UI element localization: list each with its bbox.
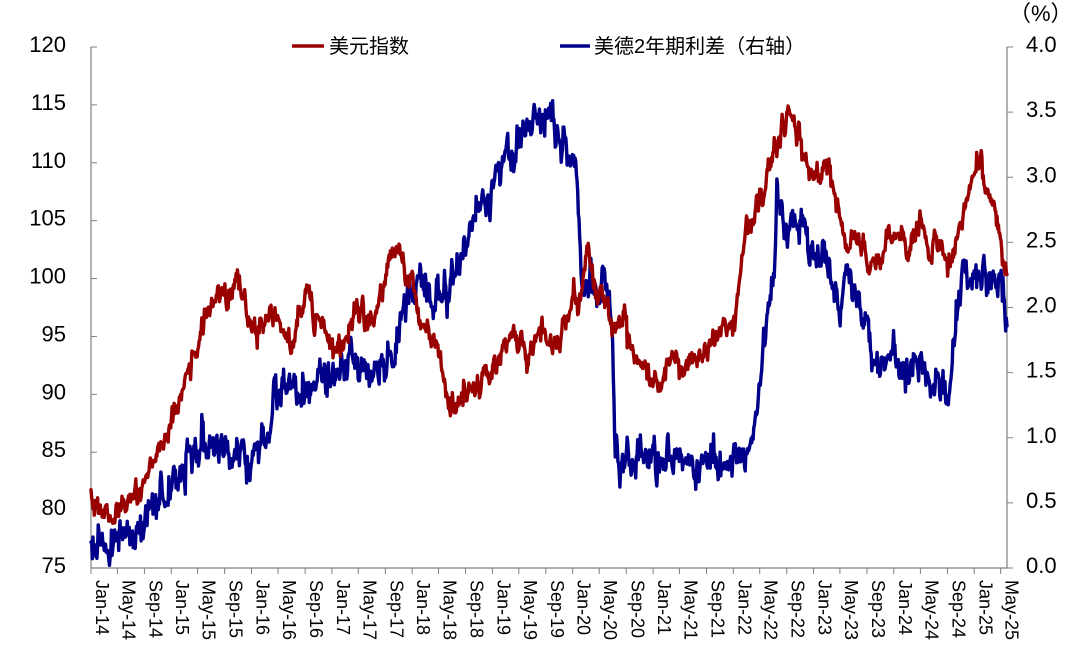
svg-text:Sep-19: Sep-19 [547, 580, 567, 638]
svg-text:Sep-16: Sep-16 [306, 580, 326, 638]
svg-text:May-15: May-15 [199, 580, 219, 640]
svg-text:Jan-23: Jan-23 [815, 580, 835, 635]
svg-text:110: 110 [31, 148, 66, 173]
svg-text:Sep-14: Sep-14 [145, 580, 165, 638]
svg-text:Sep-24: Sep-24 [948, 580, 968, 638]
svg-text:May-20: May-20 [600, 580, 620, 640]
svg-text:Jan-24: Jan-24 [895, 580, 915, 635]
svg-text:75: 75 [42, 553, 66, 578]
svg-text:Sep-23: Sep-23 [868, 580, 888, 638]
svg-text:May-21: May-21 [680, 580, 700, 640]
svg-text:Jan-25: Jan-25 [975, 580, 995, 635]
svg-text:90: 90 [42, 379, 66, 404]
svg-text:100: 100 [29, 264, 66, 289]
svg-text:115: 115 [31, 90, 66, 115]
svg-text:2.0: 2.0 [1026, 293, 1057, 318]
svg-text:3.0: 3.0 [1026, 162, 1057, 187]
svg-text:May-24: May-24 [921, 580, 941, 640]
svg-text:Sep-18: Sep-18 [467, 580, 487, 638]
svg-text:0.0: 0.0 [1026, 553, 1057, 578]
svg-text:Sep-20: Sep-20 [627, 580, 647, 638]
svg-text:Jan-22: Jan-22 [734, 580, 754, 635]
svg-text:1.5: 1.5 [1026, 358, 1057, 383]
svg-text:（%）: （%） [1009, 1, 1073, 26]
svg-text:120: 120 [29, 32, 66, 57]
svg-text:美元指数: 美元指数 [329, 35, 409, 58]
svg-text:85: 85 [42, 437, 66, 462]
svg-text:May-22: May-22 [761, 580, 781, 640]
svg-text:105: 105 [29, 206, 66, 231]
svg-text:May-25: May-25 [1002, 580, 1022, 640]
svg-text:Jan-18: Jan-18 [413, 580, 433, 635]
svg-text:Jan-21: Jan-21 [654, 580, 674, 635]
svg-text:Jan-16: Jan-16 [252, 580, 272, 635]
svg-text:Sep-17: Sep-17 [386, 580, 406, 638]
svg-text:Jan-19: Jan-19 [493, 580, 513, 635]
svg-text:May-18: May-18 [440, 580, 460, 640]
svg-text:4.0: 4.0 [1026, 32, 1057, 57]
svg-text:May-14: May-14 [118, 580, 138, 640]
svg-text:美德2年期利差（右轴）: 美德2年期利差（右轴） [594, 35, 805, 58]
svg-text:80: 80 [42, 495, 66, 520]
svg-text:Jan-17: Jan-17 [333, 580, 353, 635]
svg-text:May-23: May-23 [841, 580, 861, 640]
svg-text:1.0: 1.0 [1026, 423, 1057, 448]
svg-text:2.5: 2.5 [1026, 227, 1057, 252]
svg-text:Jan-15: Jan-15 [172, 580, 192, 635]
svg-text:95: 95 [42, 321, 66, 346]
svg-text:May-19: May-19 [520, 580, 540, 640]
svg-text:Sep-15: Sep-15 [226, 580, 246, 638]
svg-text:Sep-22: Sep-22 [788, 580, 808, 638]
svg-text:Jan-20: Jan-20 [574, 580, 594, 635]
svg-text:May-17: May-17 [359, 580, 379, 640]
svg-text:Jan-14: Jan-14 [92, 580, 112, 635]
svg-text:0.5: 0.5 [1026, 488, 1057, 513]
svg-text:Sep-21: Sep-21 [708, 580, 728, 638]
svg-text:3.5: 3.5 [1026, 97, 1057, 122]
svg-text:May-16: May-16 [279, 580, 299, 640]
